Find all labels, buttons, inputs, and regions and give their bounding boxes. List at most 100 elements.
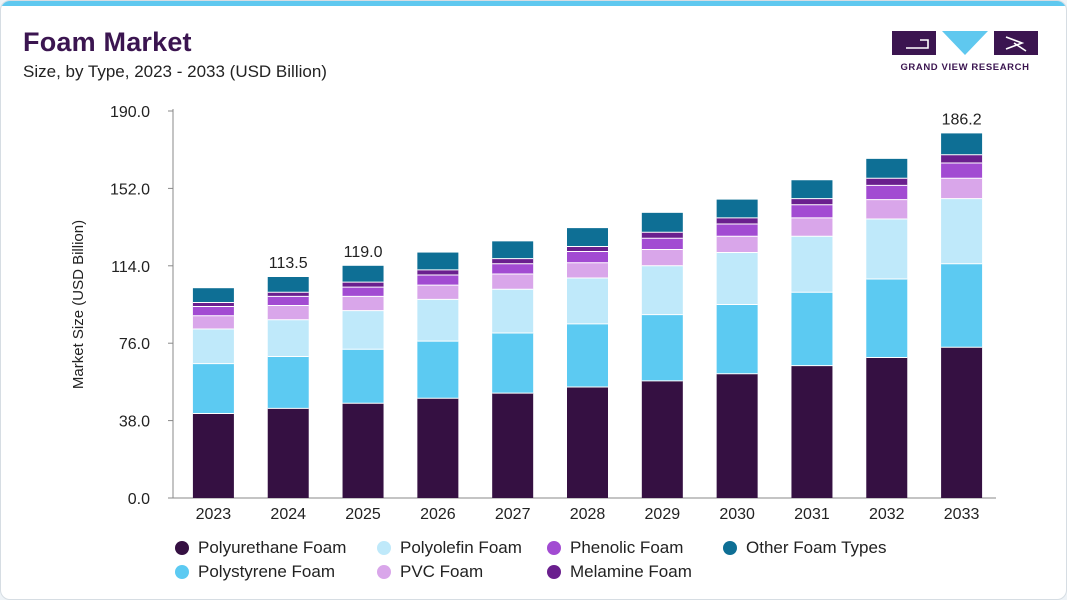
legend-label: PVC Foam — [400, 561, 484, 581]
legend-swatch — [377, 540, 391, 555]
bar-segment-polyolefin-foam — [716, 252, 758, 305]
bar-segment-polyolefin-foam — [342, 310, 384, 350]
legend-label: Polystyrene Foam — [198, 561, 335, 581]
bar-segment-polyurethane-foam — [342, 403, 384, 498]
bar-segment-polyolefin-foam — [641, 265, 683, 315]
legend-item: Melamine Foam — [547, 561, 723, 582]
bar-segment-polystyrene-foam — [641, 314, 683, 381]
y-tick-label: 0.0 — [128, 491, 150, 508]
legend-label: Polyolefin Foam — [400, 537, 522, 557]
bar-segment-polystyrene-foam — [267, 356, 309, 409]
bar-segment-pvc-foam — [866, 199, 908, 219]
bar-segment-melamine-foam — [267, 292, 309, 297]
chart-legend: Polyurethane Foam Polyolefin Foam Phenolic… — [175, 537, 923, 582]
x-tick-label: 2033 — [944, 506, 980, 523]
y-tick-label: 76.0 — [119, 336, 150, 353]
legend-label: Polyurethane Foam — [198, 537, 347, 557]
bar-segment-polyurethane-foam — [492, 393, 534, 498]
bar-segment-polyurethane-foam — [941, 347, 983, 498]
bar-segment-polystyrene-foam — [342, 349, 384, 404]
bar-segment-polyurethane-foam — [192, 413, 234, 498]
logo-r-stroke — [1005, 36, 1027, 52]
legend-swatch — [723, 540, 737, 555]
bar-segment-polyurethane-foam — [567, 386, 608, 498]
bar-segment-phenolic-foam — [941, 162, 983, 179]
legend-swatch — [377, 564, 391, 579]
x-tick-label: 2029 — [645, 506, 681, 523]
bar-total-label: 186.2 — [942, 111, 982, 128]
x-tick-label: 2027 — [495, 506, 531, 523]
bar-segment-pvc-foam — [791, 217, 833, 237]
legend-item: Phenolic Foam — [547, 537, 723, 558]
accent-bar — [1, 1, 1066, 6]
bar-segment-phenolic-foam — [192, 306, 234, 316]
y-tick-label: 38.0 — [119, 414, 150, 431]
bar-segment-polystyrene-foam — [417, 341, 459, 399]
bar-segment-other-foam-types — [791, 180, 833, 199]
chart-subtitle: Size, by Type, 2023 - 2033 (USD Billion) — [23, 62, 327, 81]
bar-segment-melamine-foam — [192, 302, 234, 307]
bar-segment-melamine-foam — [342, 282, 384, 288]
logo-triangle — [942, 31, 988, 55]
bar-segment-other-foam-types — [641, 212, 683, 233]
bar-segment-polystyrene-foam — [192, 363, 234, 414]
bar-segment-melamine-foam — [791, 198, 833, 205]
bar-segment-polyurethane-foam — [791, 365, 833, 498]
bar-segment-polystyrene-foam — [791, 292, 833, 366]
bar-segment-other-foam-types — [192, 288, 234, 303]
legend-item: Polyurethane Foam — [175, 537, 377, 558]
bar-segment-polyurethane-foam — [866, 357, 908, 498]
bar-segment-phenolic-foam — [492, 263, 534, 274]
bar-segment-melamine-foam — [941, 154, 983, 163]
bar-segment-phenolic-foam — [716, 224, 758, 237]
bar-segment-pvc-foam — [192, 315, 234, 329]
bar-segment-phenolic-foam — [641, 238, 683, 250]
bar-segment-melamine-foam — [866, 178, 908, 186]
bar-segment-polyurethane-foam — [417, 398, 459, 498]
bar-segment-phenolic-foam — [567, 251, 608, 263]
legend-label: Phenolic Foam — [570, 537, 684, 557]
bar-segment-pvc-foam — [716, 236, 758, 253]
y-tick-label: 114.0 — [111, 259, 150, 276]
bar-total-label: 119.0 — [344, 244, 383, 261]
legend-label: Other Foam Types — [746, 537, 887, 557]
bar-segment-other-foam-types — [417, 252, 459, 270]
x-tick-label: 2026 — [420, 506, 456, 523]
bar-segment-phenolic-foam — [342, 287, 384, 297]
legend-item: Other Foam Types — [723, 537, 923, 558]
bar-segment-polyolefin-foam — [567, 278, 608, 324]
bar-segment-melamine-foam — [716, 217, 758, 225]
bar-segment-polyolefin-foam — [417, 299, 459, 342]
bar-segment-pvc-foam — [941, 178, 983, 199]
bar-segment-other-foam-types — [567, 228, 608, 247]
bar-segment-polyurethane-foam — [716, 373, 758, 498]
bar-segment-polyurethane-foam — [267, 408, 309, 498]
x-tick-label: 2025 — [345, 506, 381, 523]
bar-segment-phenolic-foam — [791, 204, 833, 218]
stacked-bar-chart: 0.0 38.0 76.0 114.0 152.0 190.0 Market Size (U… — [70, 104, 996, 523]
bar-segment-polystyrene-foam — [941, 263, 983, 348]
bar-segment-pvc-foam — [641, 249, 683, 266]
bar-segment-other-foam-types — [716, 199, 758, 218]
bar-segment-phenolic-foam — [866, 185, 908, 200]
bar-segment-pvc-foam — [267, 305, 309, 320]
bar-segment-melamine-foam — [641, 232, 683, 239]
bar-segment-polystyrene-foam — [492, 333, 534, 394]
bar-segment-polystyrene-foam — [567, 323, 608, 387]
x-tick-label: 2031 — [794, 506, 830, 523]
bar-segment-other-foam-types — [866, 158, 908, 179]
x-tick-label: 2024 — [270, 506, 306, 523]
bar-segment-pvc-foam — [492, 273, 534, 290]
x-tick-label: 2030 — [719, 506, 755, 523]
x-tick-label: 2023 — [196, 506, 232, 523]
y-tick-label: 190.0 — [110, 104, 150, 121]
legend-item: PVC Foam — [377, 561, 547, 582]
legend-swatch — [547, 564, 561, 579]
legend-label: Melamine Foam — [570, 561, 692, 581]
bar-segment-pvc-foam — [417, 285, 459, 300]
bar-segment-phenolic-foam — [417, 274, 459, 286]
bar-segment-polystyrene-foam — [716, 304, 758, 374]
bar-segment-polyolefin-foam — [791, 236, 833, 293]
bar-segment-polyurethane-foam — [641, 380, 683, 498]
bar-segment-polyolefin-foam — [267, 319, 309, 357]
